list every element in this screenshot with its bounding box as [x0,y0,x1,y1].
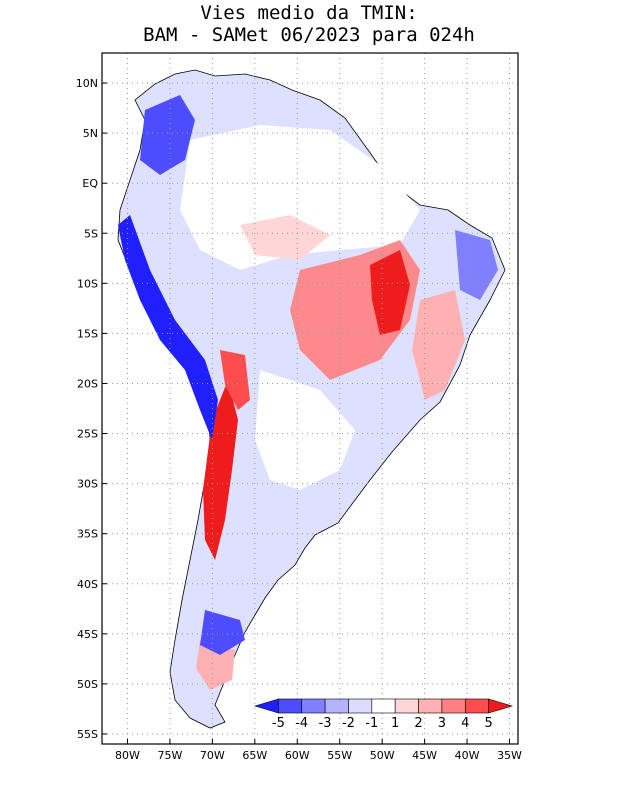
colorbar-swatch [441,698,466,714]
lon-label: 45W [412,749,437,762]
warm-bias-amazon [240,215,330,260]
colorbar-label: 3 [438,716,446,731]
lon-label: 75W [157,749,182,762]
map-title-line1: Vies medio da TMIN: [200,2,418,24]
lon-label: 70W [200,749,225,762]
lat-label: 10N [76,77,98,90]
lon-label: 80W [115,749,140,762]
lat-label: 45S [77,628,98,641]
colorbar-label: 4 [461,716,469,731]
colorbar-label: 1 [391,716,399,731]
colorbar-label: 2 [414,716,422,731]
graticule [102,53,518,744]
colorbar-swatch [348,698,373,714]
axis-ticks: 10N 5N EQ 5S 10S 15S 20S 25S 30S 35S 40S 45S 50S 55S 8… [76,77,522,762]
cold-bias-patagonia [200,610,245,655]
colorbar-label: -3 [319,716,332,731]
colorbar-label: 5 [484,716,492,731]
lat-label: 50S [77,678,98,691]
colorbar-swatch [464,698,489,714]
warm-bias-andes-north [220,350,250,410]
map-frame [101,52,519,745]
lat-label: 40S [77,578,98,591]
colorbar-swatch [371,698,396,714]
warm-bias-strong-core [370,250,410,335]
colorbar-swatch [324,698,349,714]
lat-label: 15S [77,327,98,340]
lon-label: 55W [327,749,352,762]
lon-label: 50W [370,749,395,762]
colorbar-swatch [488,698,514,714]
colorbar-label: -2 [342,716,355,731]
lat-label: EQ [82,177,98,190]
colorbar-swatch [278,698,303,714]
lat-label: 10S [77,277,98,290]
lon-label: 40W [455,749,480,762]
colorbar-swatch [418,698,443,714]
warm-bias-southeast [412,290,465,400]
colorbar-label: -4 [295,716,308,731]
lon-label: 60W [285,749,310,762]
cold-bias-colombia [140,95,195,175]
map-title-line2: BAM - SAMet 06/2023 para 024h [143,24,475,46]
colorbar: -5 -4 -3 -2 -1 1 2 3 4 5 [253,698,514,731]
lat-label: 25S [77,428,98,441]
lat-label: 5N [83,127,98,140]
lat-label: 5S [84,227,98,240]
land-neutral-region [180,125,420,270]
land-neutral-region-south [255,370,355,490]
lat-label: 30S [77,478,98,491]
colorbar-swatch [394,698,419,714]
lat-label: 55S [77,728,98,741]
lon-label: 65W [242,749,267,762]
lat-label: 35S [77,528,98,541]
warm-bias-patagonia [196,640,235,690]
lon-label: 35W [497,749,522,762]
lat-label: 20S [77,377,98,390]
colorbar-label: -1 [365,716,378,731]
colorbar-label: -5 [272,716,285,731]
colorbar-swatch [301,698,326,714]
cold-bias-northeast [455,230,498,300]
